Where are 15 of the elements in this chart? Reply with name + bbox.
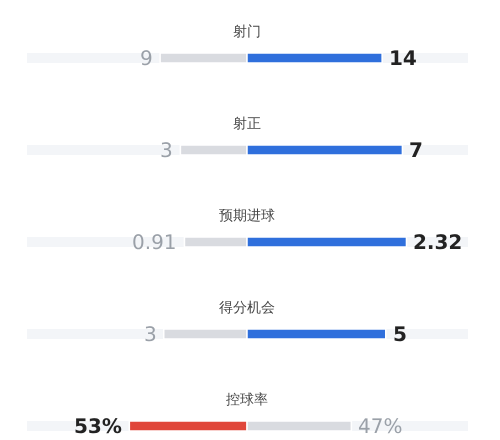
y-tick-label: 射门 (233, 24, 261, 40)
data-label: 3 (160, 138, 173, 162)
data-label: 7 (409, 138, 423, 162)
data-label: 2.32 (413, 230, 462, 254)
y-tick-label: 射正 (233, 116, 261, 132)
data-label: 53% (74, 414, 122, 438)
data-label: 3 (144, 322, 157, 346)
data-label: 0.91 (132, 230, 177, 254)
data-label: 5 (393, 322, 407, 346)
y-tick-label: 得分机会 (219, 300, 275, 316)
data-label: 14 (389, 46, 417, 70)
data-label: 47% (358, 414, 402, 438)
data-label: 9 (140, 46, 153, 70)
y-tick-label: 预期进球 (219, 208, 275, 224)
y-tick-label: 控球率 (226, 392, 268, 408)
